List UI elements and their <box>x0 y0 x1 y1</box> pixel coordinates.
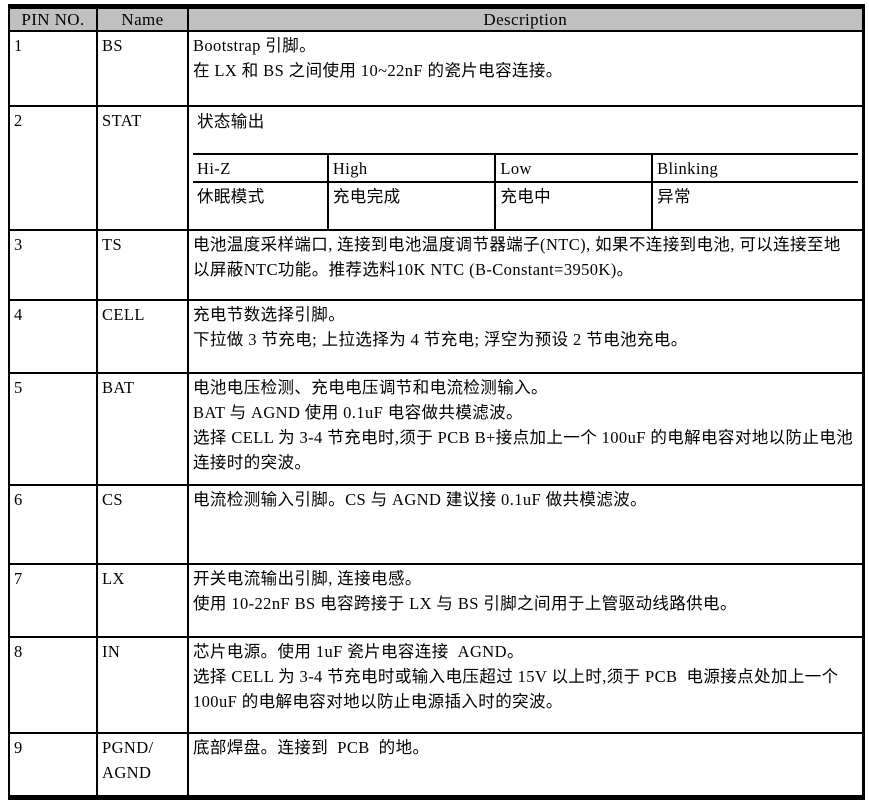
name-cell: PGND/ AGND <box>96 732 189 798</box>
description-cell: 芯片电源。使用 1uF 瓷片电容连接 AGND。 选择 CELL 为 3-4 节… <box>187 636 864 734</box>
stat-value-hiz: 休眠模式 <box>197 187 265 206</box>
description-cell: 状态输出 Hi-Z High <box>187 105 864 231</box>
stat-value-high: 充电完成 <box>326 182 496 228</box>
table-row: 1 BS Bootstrap 引脚。 在 LX 和 BS 之间使用 10~22n… <box>8 30 864 107</box>
pin-cell: 4 <box>8 299 98 374</box>
pin-cell: 2 <box>8 105 98 231</box>
pin-cell: 7 <box>8 563 98 638</box>
stat-output-label: 状态输出 <box>197 112 265 131</box>
table-row: 4 CELL 充电节数选择引脚。 下拉做 3 节充电; 上拉选择为 4 节充电;… <box>8 299 864 374</box>
pin-cell: 5 <box>8 372 98 486</box>
description-cell: 电池温度采样端口, 连接到电池温度调节器端子(NTC), 如果不连接到电池, 可… <box>187 229 864 301</box>
description-cell: Bootstrap 引脚。 在 LX 和 BS 之间使用 10~22nF 的瓷片… <box>187 30 864 107</box>
table-row: 5 BAT 电池电压检测、充电电压调节和电流检测输入。 BAT 与 AGND 使… <box>8 372 864 486</box>
stat-value-blinking: 异常 <box>651 182 858 228</box>
name-cell: TS <box>96 229 189 301</box>
pin-cell: 8 <box>8 636 98 734</box>
table-row: 9 PGND/ AGND 底部焊盘。连接到 PCB 的地。 <box>8 732 864 798</box>
stat-states-table: Hi-Z High Low Blinking 休眠模式 充电完成 充电中 异常 <box>193 153 858 228</box>
description-cell: 电池电压检测、充电电压调节和电流检测输入。 BAT 与 AGND 使用 0.1u… <box>187 372 864 486</box>
table-row: 2 STAT 状态输出 <box>8 105 864 231</box>
pin-cell: 3 <box>8 229 98 301</box>
stat-state-blinking: Blinking <box>651 154 858 183</box>
name-cell: BS <box>96 30 189 107</box>
table-row: 3 TS 电池温度采样端口, 连接到电池温度调节器端子(NTC), 如果不连接到… <box>8 229 864 301</box>
header-pin-no: PIN NO. <box>8 5 98 32</box>
table-row: 7 LX 开关电流输出引脚, 连接电感。 使用 10-22nF BS 电容跨接于… <box>8 563 864 638</box>
header-name: Name <box>96 5 189 32</box>
header-description: Description <box>187 5 864 32</box>
table-row: 6 CS 电流检测输入引脚。CS 与 AGND 建议接 0.1uF 做共模滤波。 <box>8 484 864 565</box>
description-cell: 电流检测输入引脚。CS 与 AGND 建议接 0.1uF 做共模滤波。 <box>187 484 864 565</box>
stat-description-wrap: 状态输出 Hi-Z High <box>193 108 858 228</box>
stat-states-header-row: Hi-Z High Low Blinking <box>193 154 858 183</box>
name-cell: IN <box>96 636 189 734</box>
stat-states-value-row: 休眠模式 充电完成 充电中 异常 <box>193 182 858 228</box>
stat-state-hiz: Hi-Z <box>193 154 328 183</box>
name-cell: LX <box>96 563 189 638</box>
description-cell: 开关电流输出引脚, 连接电感。 使用 10-22nF BS 电容跨接于 LX 与… <box>187 563 864 638</box>
name-cell: STAT <box>96 105 189 231</box>
pin-cell: 9 <box>8 732 98 798</box>
description-cell: 充电节数选择引脚。 下拉做 3 节充电; 上拉选择为 4 节充电; 浮空为预设 … <box>187 299 864 374</box>
pin-cell: 6 <box>8 484 98 565</box>
stat-state-low: Low <box>494 154 653 183</box>
table-header-row: PIN NO. Name Description <box>8 5 864 32</box>
name-cell: CS <box>96 484 189 565</box>
name-cell: CELL <box>96 299 189 374</box>
pin-description-table: PIN NO. Name Description 1 BS Bootstrap … <box>8 4 865 800</box>
stat-value-low: 充电中 <box>494 182 653 228</box>
stat-state-high: High <box>326 154 496 183</box>
table-row: 8 IN 芯片电源。使用 1uF 瓷片电容连接 AGND。 选择 CELL 为 … <box>8 636 864 734</box>
description-cell: 底部焊盘。连接到 PCB 的地。 <box>187 732 864 798</box>
name-cell: BAT <box>96 372 189 486</box>
pin-cell: 1 <box>8 30 98 107</box>
